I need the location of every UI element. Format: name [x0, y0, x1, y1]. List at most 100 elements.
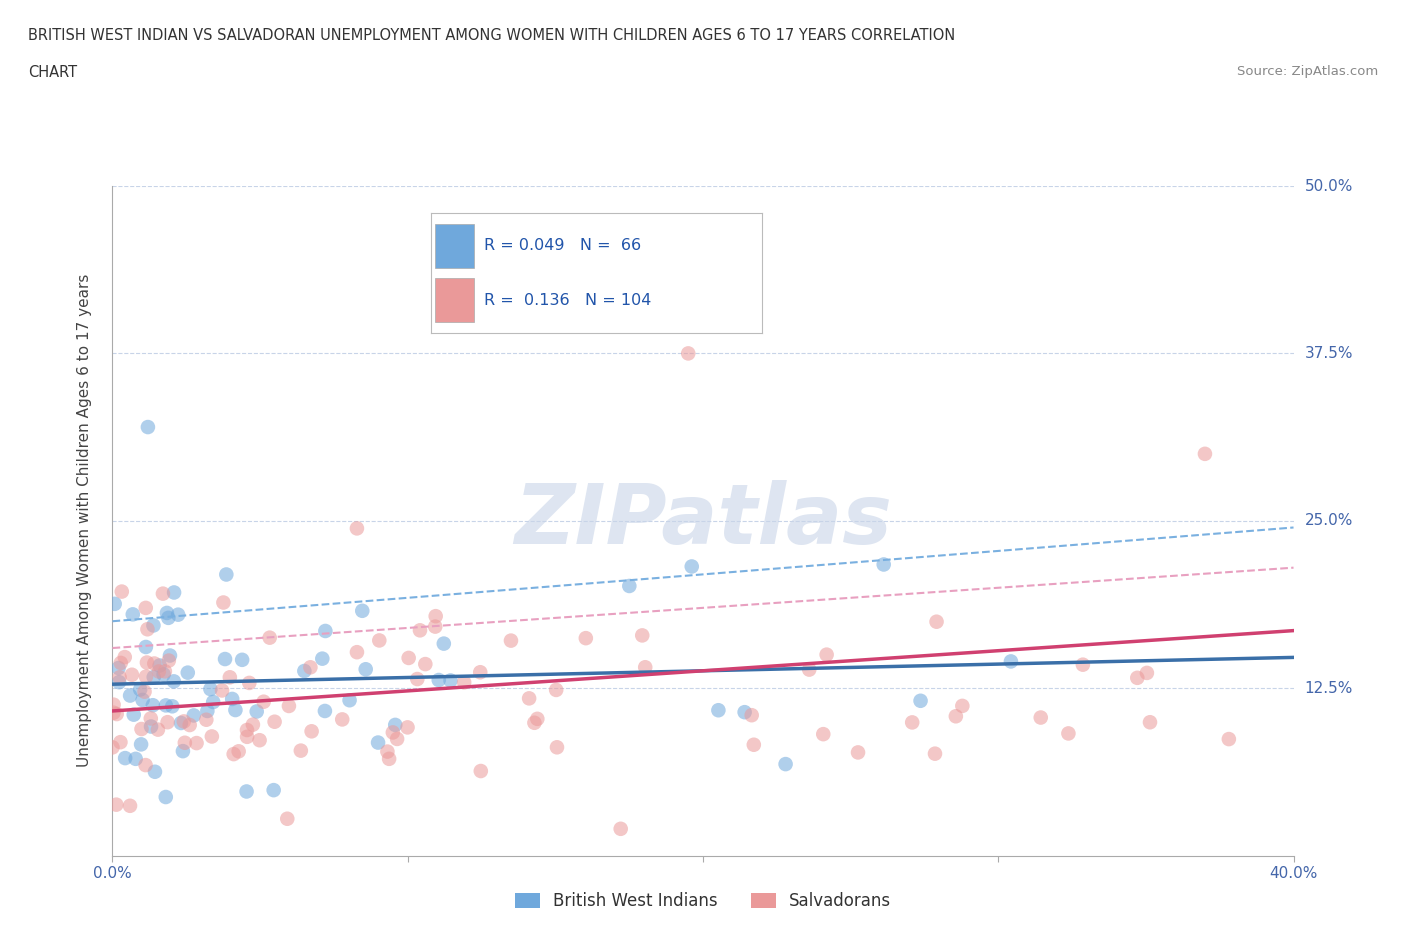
Point: [104, 596, 127, 611]
Point: [330, 712, 353, 727]
Point: [427, 672, 450, 687]
Point: [200, 682, 222, 697]
Point: [170, 715, 193, 730]
Point: [741, 708, 763, 723]
Point: [815, 647, 838, 662]
Point: [263, 783, 285, 798]
Point: [299, 660, 322, 675]
Point: [1000, 654, 1022, 669]
Point: [290, 743, 312, 758]
Point: [246, 704, 269, 719]
Point: [135, 758, 157, 773]
Point: [346, 521, 368, 536]
Point: [439, 673, 461, 688]
Point: [406, 671, 429, 686]
Point: [183, 708, 205, 723]
Point: [146, 723, 169, 737]
Point: [124, 751, 146, 766]
Point: [202, 695, 225, 710]
Point: [734, 705, 756, 720]
Point: [631, 628, 654, 643]
Point: [163, 585, 186, 600]
Point: [910, 694, 932, 709]
Point: [121, 607, 143, 622]
Point: [214, 652, 236, 667]
Point: [354, 662, 377, 677]
Point: [131, 722, 153, 737]
Point: [162, 698, 184, 713]
Point: [224, 702, 246, 717]
Point: [470, 764, 492, 778]
Point: [259, 631, 281, 645]
Point: [301, 724, 323, 738]
Point: [634, 659, 657, 674]
Point: [950, 698, 973, 713]
Point: [901, 715, 924, 730]
Point: [499, 633, 522, 648]
Point: [681, 559, 703, 574]
Point: [1126, 671, 1149, 685]
Point: [775, 757, 797, 772]
Point: [149, 658, 172, 673]
Point: [385, 732, 408, 747]
Point: [1139, 715, 1161, 730]
Point: [619, 279, 641, 294]
Point: [381, 725, 404, 740]
Point: [101, 740, 124, 755]
Legend: British West Indians, Salvadorans: British West Indians, Salvadorans: [508, 885, 898, 917]
Point: [163, 674, 186, 689]
Text: 50.0%: 50.0%: [1305, 179, 1353, 193]
Point: [172, 744, 194, 759]
Point: [253, 695, 276, 710]
Point: [152, 667, 174, 682]
Point: [142, 698, 165, 712]
Point: [136, 622, 159, 637]
Point: [222, 747, 245, 762]
Point: [453, 675, 475, 690]
Point: [396, 720, 419, 735]
Point: [139, 719, 162, 734]
Point: [425, 619, 447, 634]
Point: [799, 662, 821, 677]
Point: [846, 745, 869, 760]
Point: [924, 746, 946, 761]
Point: [1218, 732, 1240, 747]
Point: [139, 711, 162, 726]
Point: [148, 664, 170, 679]
Point: [136, 655, 159, 670]
Point: [415, 657, 437, 671]
Point: [135, 601, 157, 616]
Point: [114, 751, 136, 765]
Point: [384, 717, 406, 732]
Point: [152, 586, 174, 601]
Point: [339, 693, 361, 708]
Point: [813, 726, 835, 741]
Point: [609, 821, 631, 836]
Point: [173, 714, 195, 729]
Point: [425, 609, 447, 624]
Text: Source: ZipAtlas.com: Source: ZipAtlas.com: [1237, 65, 1378, 78]
Point: [118, 798, 141, 813]
Point: [678, 346, 700, 361]
Point: [707, 703, 730, 718]
Point: [177, 665, 200, 680]
Point: [156, 715, 179, 730]
Point: [218, 670, 240, 684]
Text: BRITISH WEST INDIAN VS SALVADORAN UNEMPLOYMENT AMONG WOMEN WITH CHILDREN AGES 6 : BRITISH WEST INDIAN VS SALVADORAN UNEMPL…: [28, 28, 955, 43]
Point: [378, 751, 401, 766]
Point: [103, 705, 125, 720]
Point: [523, 715, 546, 730]
Point: [619, 578, 641, 593]
Point: [236, 729, 259, 744]
Point: [134, 684, 156, 699]
Point: [107, 660, 129, 675]
Point: [517, 691, 540, 706]
Point: [1194, 446, 1216, 461]
Point: [122, 707, 145, 722]
Point: [157, 610, 180, 625]
Point: [156, 605, 179, 620]
Point: [195, 712, 218, 727]
Point: [173, 736, 195, 751]
Point: [409, 623, 432, 638]
Point: [1029, 711, 1052, 725]
